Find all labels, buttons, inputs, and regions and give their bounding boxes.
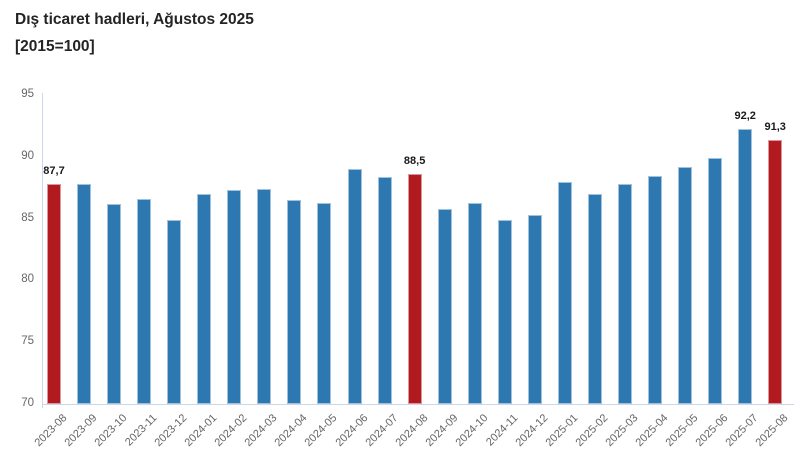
data-label: 87,7: [43, 165, 65, 178]
data-label: 88,5: [403, 155, 426, 168]
data-label: 91,3: [764, 120, 786, 133]
bar-2024-04[interactable]: [287, 200, 302, 404]
chart-title: Dış ticaret hadleri, Ağustos 2025: [15, 11, 254, 28]
y-axis-tick-label: 80: [21, 273, 34, 286]
bar-2024-03[interactable]: [257, 189, 272, 404]
bar-2025-06[interactable]: [708, 158, 723, 404]
y-axis-tick-label: 70: [21, 397, 34, 409]
bar-2025-04[interactable]: [648, 175, 663, 404]
bar-2025-03[interactable]: [617, 184, 632, 404]
y-axis-tick-label: 85: [21, 211, 34, 224]
bar-2023-12[interactable]: [167, 220, 182, 404]
data-label: 92,2: [734, 109, 756, 122]
bar-2023-08[interactable]: [47, 184, 62, 404]
y-axis-line: [42, 93, 43, 408]
bar-2025-08[interactable]: [768, 139, 783, 404]
bar-2024-08[interactable]: [407, 174, 422, 404]
bar-2025-05[interactable]: [678, 166, 693, 404]
bar-2024-02[interactable]: [227, 190, 242, 404]
bar-2025-01[interactable]: [557, 181, 572, 404]
bar-2025-02[interactable]: [587, 194, 602, 404]
bar-2024-11[interactable]: [497, 220, 512, 404]
bar-2024-01[interactable]: [197, 194, 212, 404]
bar-2024-09[interactable]: [437, 208, 452, 404]
bar-2024-06[interactable]: [347, 169, 362, 404]
y-axis-tick-label: 75: [21, 335, 34, 348]
bar-2024-12[interactable]: [527, 215, 542, 404]
chart-header: Dış ticaret hadleri, Ağustos 2025 [2015=…: [15, 6, 254, 60]
chart-subtitle: [2015=100]: [15, 38, 95, 55]
x-axis-line: [42, 404, 794, 405]
bar-2024-05[interactable]: [317, 202, 332, 404]
bar-2023-11[interactable]: [137, 199, 152, 404]
y-axis-tick-label: 95: [21, 88, 34, 100]
bar-2024-10[interactable]: [467, 202, 482, 404]
bar-2023-09[interactable]: [77, 184, 92, 404]
bar-2025-07[interactable]: [738, 128, 753, 404]
bar-2024-07[interactable]: [377, 176, 392, 404]
bar-2023-10[interactable]: [107, 204, 122, 404]
y-axis-tick-label: 90: [21, 149, 34, 162]
